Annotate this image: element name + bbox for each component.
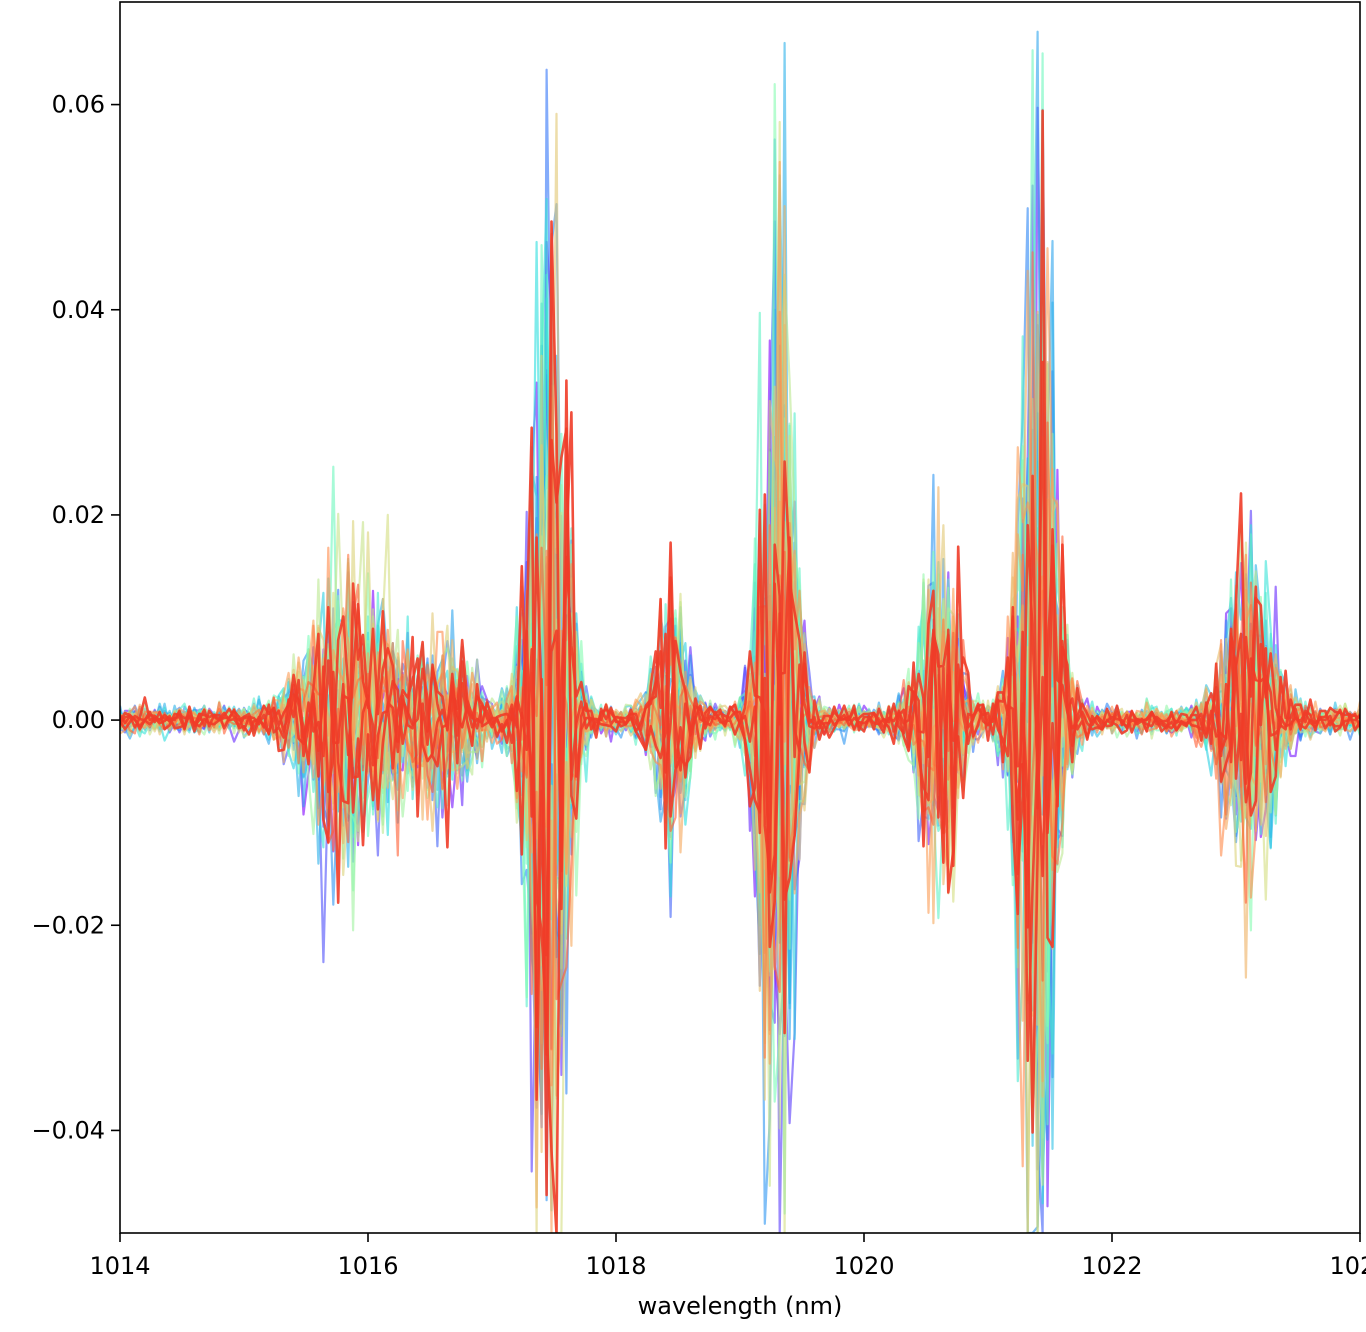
x-tick-label: 1024	[1329, 1252, 1366, 1280]
plot-frame	[119, 1, 1361, 1234]
x-axis: 1014 1016 1018 1020 1022 1024	[89, 1233, 1366, 1280]
y-tick-label: 0.04	[52, 296, 105, 324]
series-layer	[120, 30, 1360, 1233]
y-tick-label: −0.04	[31, 1116, 105, 1144]
x-tick-label: 1014	[89, 1252, 150, 1280]
y-tick-label: −0.02	[31, 911, 105, 939]
x-tick-label: 1020	[833, 1252, 894, 1280]
y-tick-label: 0.06	[52, 91, 105, 119]
x-axis-title: wavelength (nm)	[638, 1292, 843, 1320]
x-tick-label: 1016	[337, 1252, 398, 1280]
series-line-39	[120, 220, 1360, 1101]
x-tick-label: 1018	[585, 1252, 646, 1280]
series-line-40	[120, 109, 1360, 1134]
y-axis: −0.04 −0.02 0.00 0.02 0.04 0.06	[31, 91, 120, 1144]
y-tick-label: 0.00	[52, 706, 105, 734]
y-tick-label: 0.02	[52, 501, 105, 529]
x-tick-label: 1022	[1081, 1252, 1142, 1280]
